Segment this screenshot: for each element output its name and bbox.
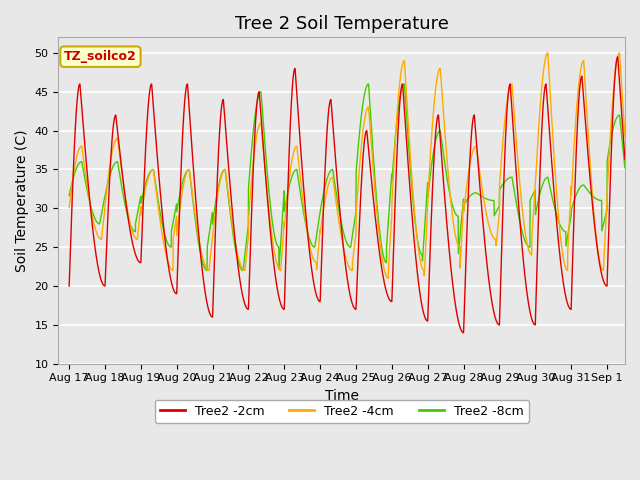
Title: Tree 2 Soil Temperature: Tree 2 Soil Temperature — [235, 15, 449, 33]
Legend: Tree2 -2cm, Tree2 -4cm, Tree2 -8cm: Tree2 -2cm, Tree2 -4cm, Tree2 -8cm — [155, 400, 529, 423]
Y-axis label: Soil Temperature (C): Soil Temperature (C) — [15, 129, 29, 272]
Text: TZ_soilco2: TZ_soilco2 — [64, 50, 137, 63]
X-axis label: Time: Time — [324, 389, 358, 403]
